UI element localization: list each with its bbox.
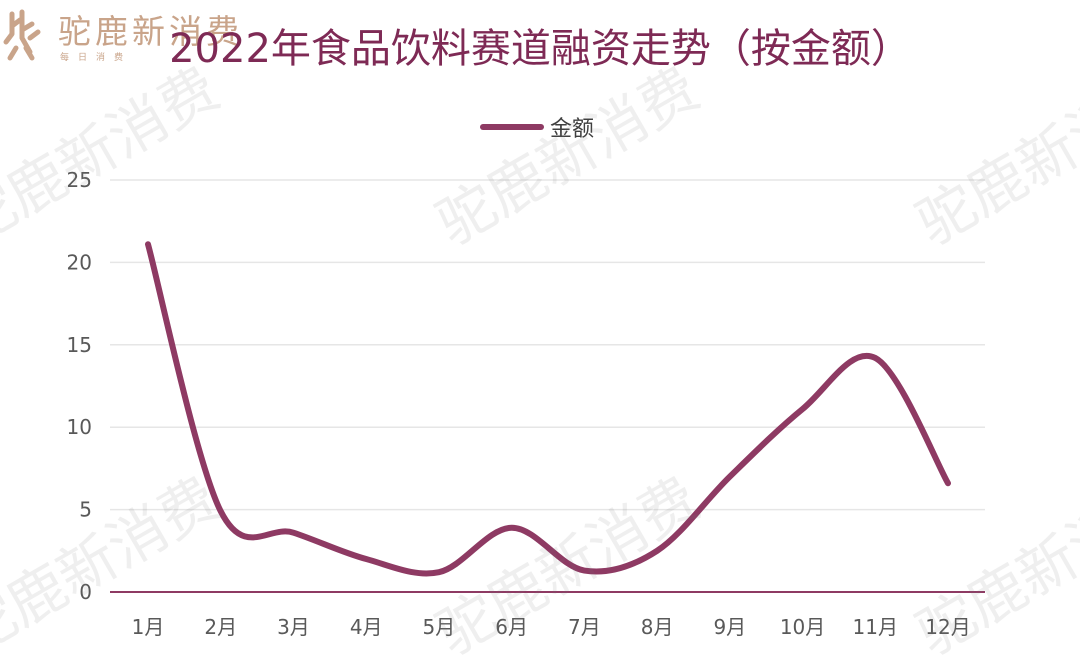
x-tick-label: 2月 xyxy=(204,615,237,639)
x-tick-label: 5月 xyxy=(423,615,456,639)
x-tick-label: 6月 xyxy=(495,615,528,639)
x-tick-label: 3月 xyxy=(277,615,310,639)
brand-name: 驼鹿新消费 xyxy=(58,12,243,51)
chart-legend: 金额 xyxy=(480,112,594,142)
y-tick-label: 25 xyxy=(67,168,92,192)
y-tick-label: 15 xyxy=(67,333,92,357)
y-tick-label: 5 xyxy=(79,498,92,522)
brand-logo: 驼鹿新消费 每日消费 xyxy=(0,0,300,72)
x-tick-label: 10月 xyxy=(780,615,825,639)
x-tick-label: 1月 xyxy=(132,615,165,639)
x-tick-label: 12月 xyxy=(925,615,970,639)
series-line xyxy=(145,241,951,577)
brand-tagline: 每日消费 xyxy=(60,53,133,63)
legend-label: 金额 xyxy=(550,117,595,142)
chart-title: 2022年食品饮料赛道融资走势（按金额） xyxy=(169,26,911,72)
moose-logo-icon xyxy=(3,9,41,61)
x-tick-label: 9月 xyxy=(713,615,746,639)
x-tick-label: 7月 xyxy=(568,615,601,639)
y-tick-label: 10 xyxy=(67,415,92,439)
x-tick-label: 8月 xyxy=(641,615,674,639)
x-tick-label: 4月 xyxy=(350,615,383,639)
y-tick-label: 0 xyxy=(79,580,92,604)
x-tick-label: 11月 xyxy=(853,615,898,639)
legend-swatch xyxy=(480,124,544,130)
y-tick-label: 20 xyxy=(67,250,92,274)
